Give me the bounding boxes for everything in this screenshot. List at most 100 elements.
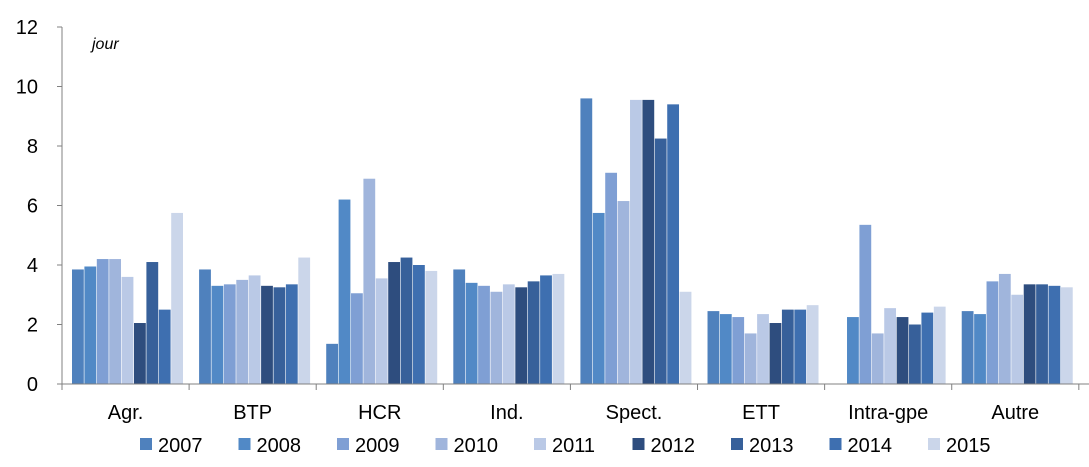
- legend-swatch-2009: [337, 438, 349, 450]
- bar-2009-Agr.: [96, 259, 109, 384]
- bar-2015-Spect.: [679, 291, 692, 384]
- y-tick-label: 4: [27, 255, 38, 277]
- bar-2013-ETT: [781, 309, 794, 385]
- x-category-label: BTP: [233, 402, 272, 424]
- bar-2013-Autre: [1036, 284, 1048, 384]
- legend-swatch-2011: [534, 438, 546, 450]
- legend-swatch-2010: [435, 438, 448, 450]
- bar-2012-Spect.: [642, 99, 655, 384]
- bar-2008-Ind.: [465, 282, 478, 384]
- bar-2010-BTP: [236, 279, 249, 385]
- y-tick-label: 8: [27, 136, 38, 158]
- bar-2010-Intra-gpe: [871, 333, 884, 384]
- bar-2007-ETT: [707, 311, 720, 384]
- bar-2014-BTP: [285, 284, 298, 384]
- x-category-label: Spect.: [606, 402, 663, 424]
- legend-label-2012: 2012: [651, 435, 696, 457]
- bar-2013-Spect.: [654, 138, 667, 384]
- bar-2011-ETT: [757, 314, 769, 384]
- x-category-label: ETT: [742, 402, 780, 424]
- bar-2012-HCR: [388, 262, 401, 384]
- bar-2012-Agr.: [134, 323, 146, 384]
- x-category-label: Autre: [991, 402, 1039, 424]
- legend-swatch-2015: [928, 438, 940, 450]
- legend: 2007 2008 2009 2010 2011 2012 2013 2014 2015: [140, 435, 991, 457]
- bar-2013-BTP: [273, 287, 286, 384]
- bar-2015-Autre: [1060, 287, 1073, 384]
- legend-label-2013: 2013: [749, 435, 794, 457]
- bar-2015-Ind.: [552, 273, 565, 384]
- y-tick-label: 12: [16, 17, 38, 39]
- bar-2008-HCR: [338, 199, 351, 384]
- bar-2007-Autre: [961, 311, 974, 384]
- legend-label-2009: 2009: [355, 435, 400, 457]
- legend-label-2007: 2007: [158, 435, 203, 457]
- bar-2012-Autre: [1023, 284, 1036, 384]
- legend-swatch-2007: [140, 438, 152, 450]
- bar-2014-ETT: [794, 309, 807, 385]
- bar-2011-Ind.: [502, 284, 515, 384]
- bar-2015-HCR: [425, 270, 438, 384]
- x-category-label: Agr.: [108, 402, 144, 424]
- bar-2009-Autre: [986, 281, 999, 384]
- bar-2007-Ind.: [453, 269, 466, 384]
- legend-label-2014: 2014: [848, 435, 893, 457]
- bar-2011-Intra-gpe: [884, 308, 897, 384]
- x-axis-category-labels: Agr. BTP HCR Ind. Spect. ETT Intra-gpe Autre: [108, 402, 1039, 424]
- bars: [72, 98, 1073, 385]
- bar-2010-Spect.: [617, 201, 630, 384]
- x-category-label: HCR: [358, 402, 401, 424]
- bar-2010-ETT: [744, 333, 757, 384]
- bar-2008-Spect.: [592, 212, 605, 384]
- bar-2011-HCR: [375, 278, 388, 384]
- bar-2009-BTP: [223, 284, 236, 384]
- y-tick-label: 10: [16, 77, 38, 99]
- legend-swatch-2013: [731, 438, 743, 450]
- bar-2008-ETT: [719, 314, 732, 384]
- legend-label-2008: 2008: [257, 435, 302, 457]
- bar-2014-Agr.: [158, 309, 171, 385]
- bar-2008-Autre: [974, 314, 986, 384]
- bar-2015-BTP: [298, 257, 311, 384]
- bar-2012-Intra-gpe: [896, 317, 909, 384]
- bar-2007-Spect.: [580, 98, 593, 385]
- bar-2009-ETT: [732, 317, 745, 384]
- bar-2011-BTP: [248, 275, 261, 384]
- bar-2012-ETT: [769, 323, 782, 384]
- bar-2010-HCR: [363, 178, 376, 384]
- bar-2015-Agr.: [171, 212, 183, 384]
- bar-2008-Intra-gpe: [847, 317, 859, 384]
- y-tick-label: 6: [27, 196, 38, 218]
- x-category-label: Intra-gpe: [848, 402, 928, 424]
- bar-2011-Spect.: [630, 99, 642, 384]
- bar-2008-BTP: [211, 285, 224, 384]
- bar-2007-HCR: [326, 343, 339, 384]
- bar-2007-Agr.: [72, 269, 84, 384]
- bar-2013-Ind.: [527, 281, 540, 384]
- legend-label-2015: 2015: [946, 435, 991, 457]
- bar-2014-Autre: [1048, 285, 1061, 384]
- bar-2009-HCR: [351, 293, 363, 384]
- bar-2014-HCR: [413, 265, 425, 384]
- bar-2015-Intra-gpe: [933, 306, 946, 384]
- legend-swatch-2014: [829, 438, 842, 450]
- bar-2010-Ind.: [490, 291, 503, 384]
- bar-2014-Spect.: [667, 104, 680, 384]
- y-axis-ticks: 0 2 4 6 8 10 12: [16, 17, 38, 396]
- bar-2013-Agr.: [146, 262, 159, 384]
- bar-2007-BTP: [199, 269, 211, 384]
- bar-2009-Ind.: [478, 285, 490, 384]
- bar-2013-HCR: [400, 257, 413, 384]
- bar-2010-Agr.: [109, 259, 121, 384]
- bar-2013-Intra-gpe: [909, 324, 921, 384]
- bar-2011-Autre: [1011, 294, 1024, 384]
- y-tick-label: 2: [27, 315, 38, 337]
- unit-label: jour: [90, 36, 119, 53]
- legend-label-2010: 2010: [454, 435, 499, 457]
- bar-2008-Agr.: [84, 266, 97, 384]
- axes: [57, 26, 1089, 390]
- legend-swatch-2012: [632, 438, 645, 450]
- bar-2014-Ind.: [540, 275, 552, 384]
